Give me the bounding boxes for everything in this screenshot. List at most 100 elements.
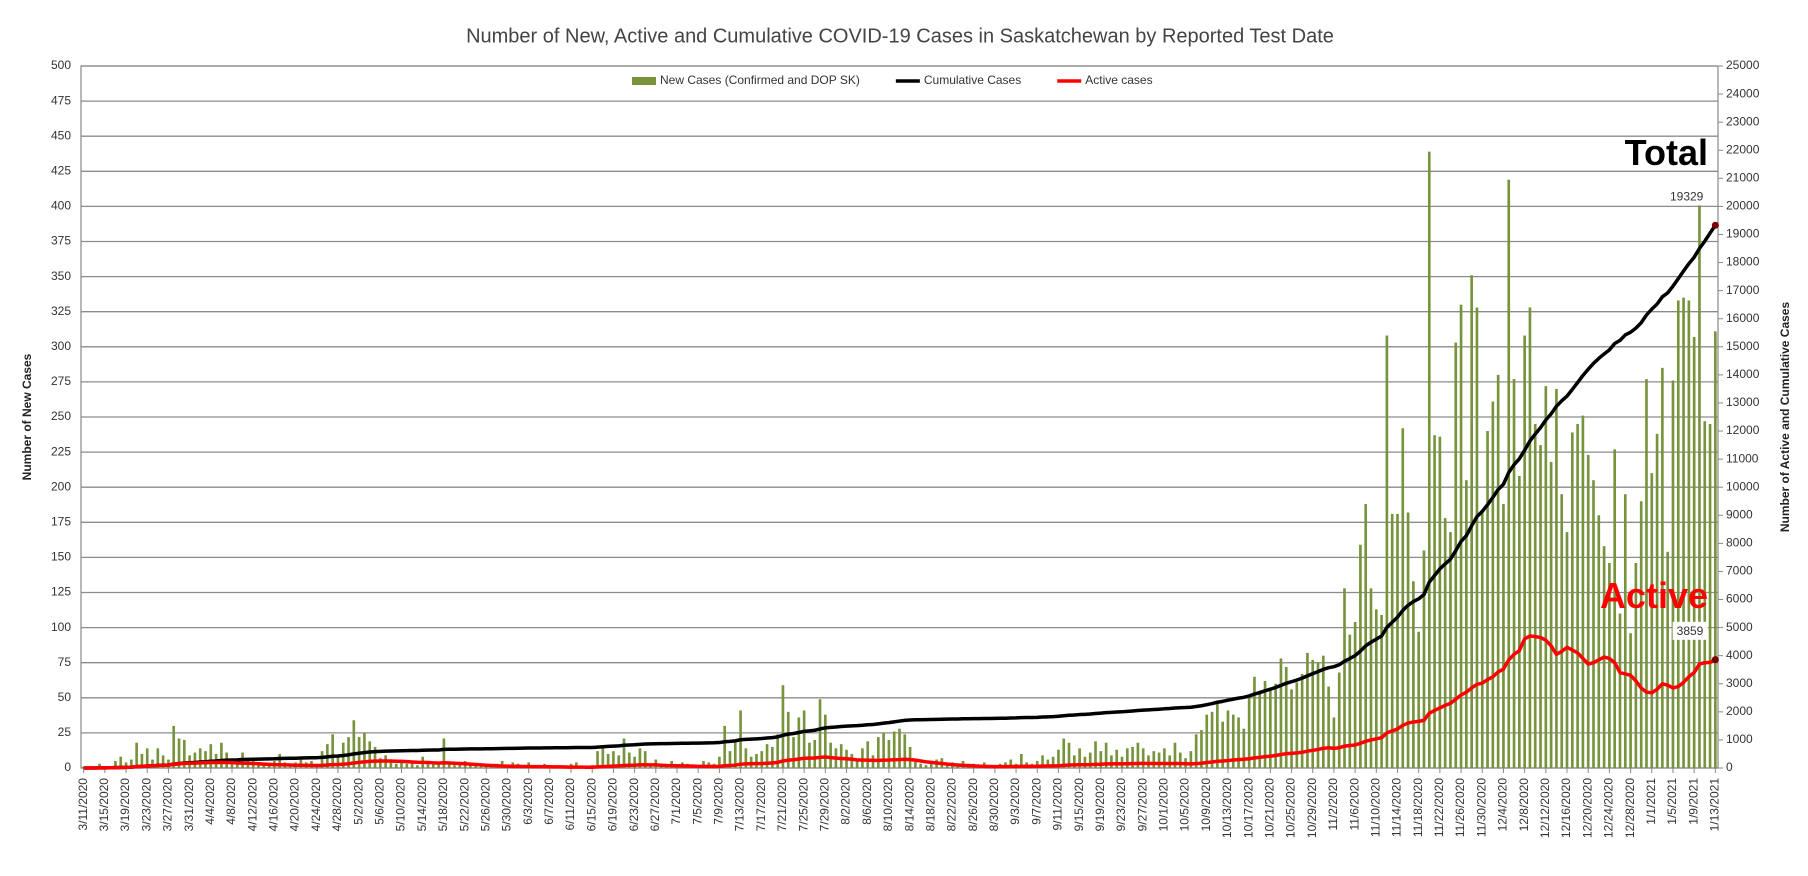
- bar: [1629, 633, 1632, 768]
- y-tick-label: 500: [51, 58, 71, 72]
- bar: [1518, 475, 1521, 768]
- x-tick-label: 8/6/2020: [860, 778, 874, 825]
- end-point: [1711, 221, 1719, 229]
- bar: [1698, 190, 1701, 768]
- bar: [1692, 336, 1696, 768]
- x-tick-label: 4/28/2020: [330, 778, 344, 832]
- x-tick-label: 7/17/2020: [754, 778, 768, 832]
- bar: [1502, 504, 1505, 768]
- bar: [1586, 454, 1590, 768]
- bar: [262, 763, 266, 768]
- bar: [1623, 494, 1627, 768]
- y2-tick-label: 11000: [1726, 451, 1759, 465]
- bar: [1343, 588, 1346, 768]
- y2-tick-label: 3000: [1726, 676, 1753, 690]
- x-tick-label: 10/25/2020: [1284, 778, 1298, 838]
- bar: [1020, 753, 1023, 768]
- bar: [1427, 151, 1431, 769]
- x-tick-label: 1/1/2021: [1644, 778, 1658, 825]
- bar: [1141, 748, 1145, 768]
- bar: [331, 734, 334, 768]
- bar: [1449, 532, 1452, 768]
- y2-tick-label: 24000: [1726, 86, 1760, 100]
- x-tick-label: 1/13/2021: [1708, 778, 1722, 832]
- bar: [145, 748, 149, 768]
- x-tick-label: 12/28/2020: [1623, 778, 1637, 838]
- bar: [1570, 432, 1574, 768]
- bar: [892, 731, 896, 768]
- bar: [1491, 401, 1495, 768]
- x-tick-label: 8/10/2020: [881, 778, 895, 832]
- bar: [575, 762, 578, 768]
- value-label-box: [1665, 187, 1708, 206]
- end-value-label: 19329: [1670, 189, 1704, 203]
- end-point: [1711, 656, 1719, 664]
- bar: [1549, 461, 1553, 768]
- bar: [1390, 513, 1394, 768]
- bar: [1676, 300, 1680, 768]
- bar: [776, 734, 779, 768]
- y-tick-label: 350: [51, 269, 71, 283]
- x-tick-label: 4/24/2020: [309, 778, 323, 832]
- x-tick-label: 8/22/2020: [945, 778, 959, 832]
- y-tick-label: 225: [51, 444, 71, 458]
- bar: [866, 741, 870, 768]
- bar: [1406, 512, 1410, 768]
- y-tick-label: 450: [51, 128, 71, 142]
- bar: [929, 762, 933, 768]
- bar: [1412, 581, 1415, 768]
- bar: [114, 760, 117, 768]
- bar: [1189, 751, 1193, 768]
- bar: [797, 717, 801, 768]
- bar: [718, 756, 721, 768]
- bar: [156, 748, 160, 768]
- y2-tick-label: 23000: [1726, 114, 1760, 128]
- bar: [1364, 504, 1368, 768]
- bar: [627, 752, 631, 768]
- bar: [755, 753, 758, 768]
- bar: [1210, 711, 1214, 768]
- y2-tick-label: 12000: [1726, 423, 1760, 437]
- x-tick-label: 10/29/2020: [1305, 778, 1319, 838]
- y-tick-label: 375: [51, 234, 71, 248]
- bar: [458, 763, 462, 768]
- y-tick-label: 175: [51, 514, 71, 528]
- x-tick-label: 1/5/2021: [1665, 778, 1679, 825]
- bar: [924, 765, 928, 768]
- x-tick-label: 6/7/2020: [542, 778, 556, 825]
- x-tick-label: 11/14/2020: [1390, 778, 1404, 837]
- bar: [638, 748, 642, 768]
- bar: [453, 765, 456, 768]
- bar: [1168, 755, 1172, 768]
- x-tick-label: 5/26/2020: [478, 778, 492, 832]
- bar: [368, 741, 372, 768]
- bar: [861, 748, 864, 768]
- bar: [1661, 367, 1664, 768]
- x-tick-label: 6/3/2020: [521, 778, 535, 825]
- x-tick-label: 7/25/2020: [796, 778, 810, 832]
- bar: [1125, 748, 1129, 768]
- bar: [1443, 518, 1447, 768]
- bar: [1470, 275, 1473, 768]
- bar: [601, 748, 605, 768]
- x-tick-label: 5/6/2020: [372, 778, 386, 825]
- x-tick-label: 8/14/2020: [902, 778, 916, 832]
- chart-title: Number of New, Active and Cumulative COV…: [466, 25, 1334, 47]
- bar: [1613, 449, 1617, 768]
- bar: [1486, 431, 1489, 768]
- bar: [1205, 714, 1209, 768]
- bar: [124, 762, 128, 768]
- x-tick-label: 11/6/2020: [1347, 778, 1361, 831]
- y-axis-title: Number of New Cases: [20, 353, 34, 480]
- bar: [130, 759, 133, 768]
- bar: [151, 759, 154, 768]
- x-tick-label: 3/27/2020: [161, 778, 175, 832]
- bar: [1714, 331, 1717, 768]
- y2-tick-label: 10000: [1726, 479, 1760, 493]
- bar: [1327, 686, 1330, 768]
- x-tick-label: 9/19/2020: [1093, 778, 1107, 832]
- x-tick-label: 3/31/2020: [182, 778, 196, 832]
- bar: [1438, 436, 1442, 768]
- y2-tick-label: 7000: [1726, 564, 1753, 578]
